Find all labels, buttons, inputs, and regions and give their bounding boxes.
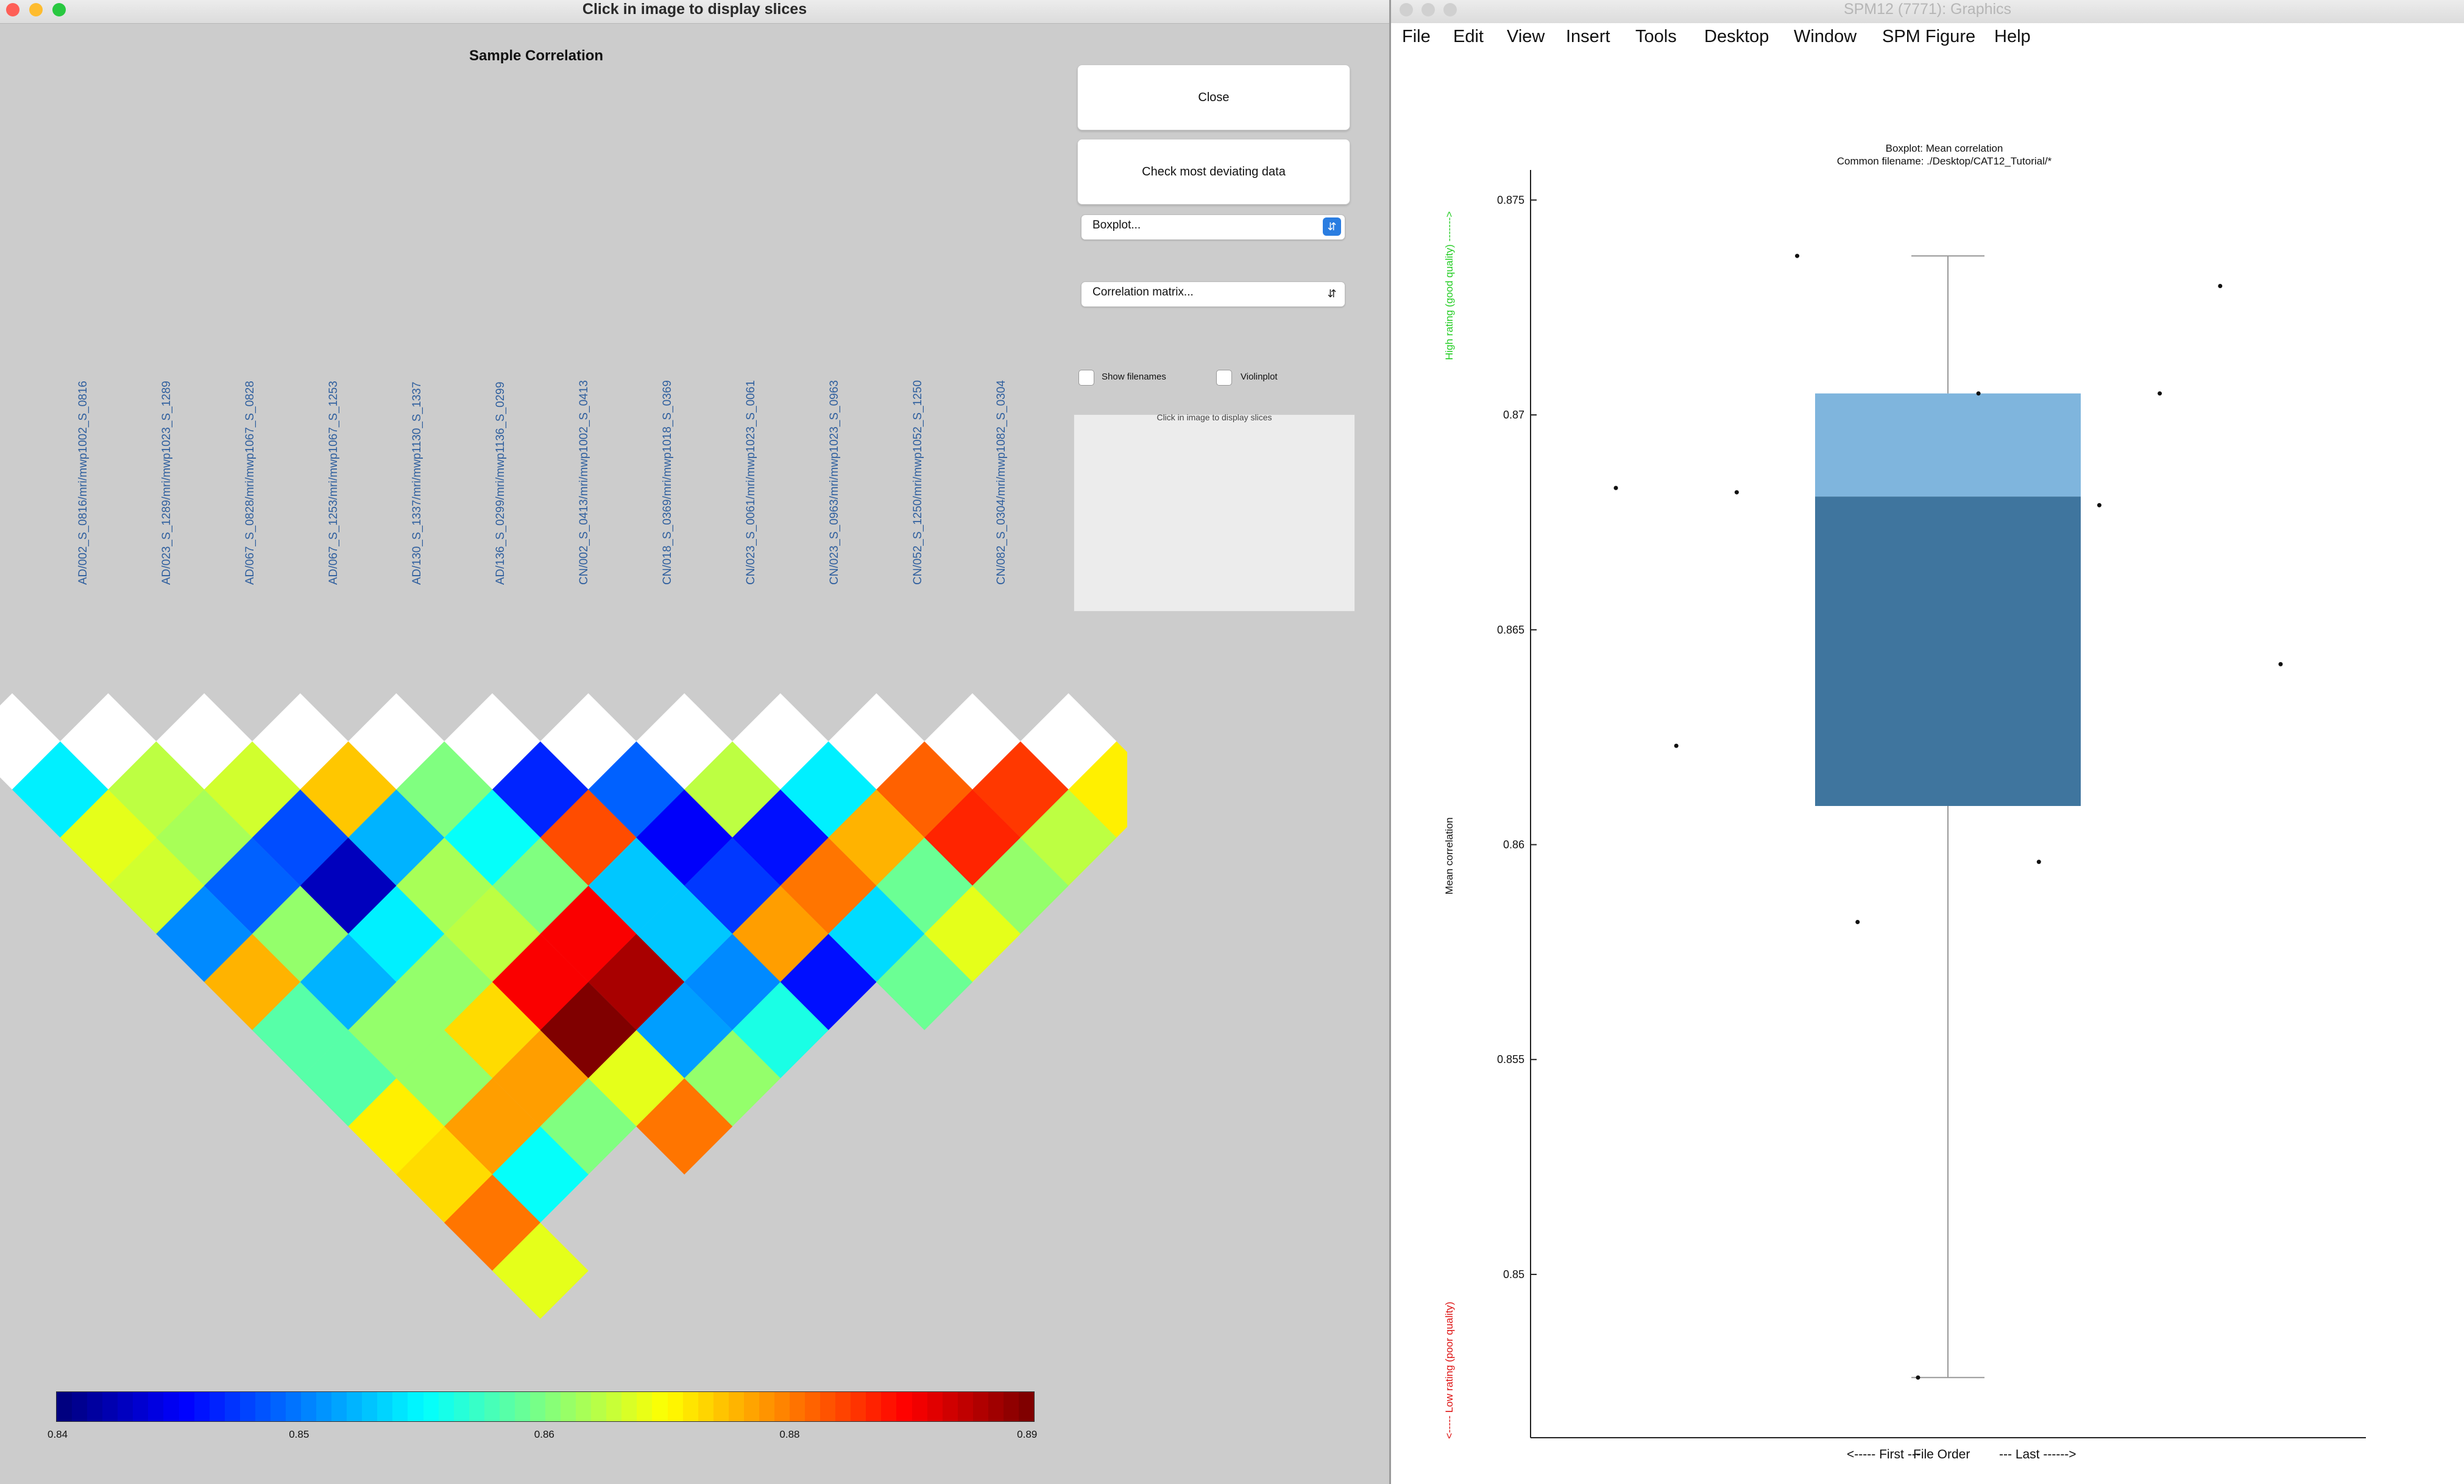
filename-label: AD/136_S_0299/mri/mwp1136_S_0299 — [494, 381, 507, 585]
menu-tools[interactable]: Tools — [1635, 27, 1677, 46]
menu-file[interactable]: File — [1402, 27, 1431, 46]
menu-help[interactable]: Help — [1994, 27, 2031, 46]
data-point — [1613, 486, 1618, 490]
violinplot-label: Violinplot — [1241, 372, 1278, 382]
menu-desktop[interactable]: Desktop — [1704, 27, 1769, 46]
plot-type-value: Boxplot... — [1092, 219, 1141, 231]
filename-label: CN/023_S_0061/mri/mwp1023_S_0061 — [745, 380, 757, 585]
zoom-window-icon[interactable] — [52, 3, 66, 16]
menu-view[interactable]: View — [1507, 27, 1545, 46]
matrix-diagonal-cell[interactable] — [0, 693, 60, 790]
data-point — [2097, 503, 2101, 507]
colorbar-tick-label: 0.84 — [48, 1429, 68, 1440]
box-lower-quartile — [1815, 496, 2081, 807]
poor-quality-label: <----- Low rating (poor quality) — [1443, 1302, 1455, 1439]
data-point — [1734, 490, 1739, 495]
check-deviating-data-button[interactable]: Check most deviating data — [1077, 139, 1350, 205]
matrix-cell[interactable] — [636, 1078, 733, 1175]
boxplot-chart: Boxplot: Mean correlation Common filenam… — [1443, 143, 2366, 1461]
violinplot-checkbox[interactable] — [1216, 370, 1232, 386]
colorbar-tick-label: 0.88 — [779, 1429, 800, 1440]
data-point — [2278, 662, 2283, 666]
y-tick-label: 0.85 — [1503, 1268, 1524, 1281]
filename-label: AD/067_S_0828/mri/mwp1067_S_0828 — [244, 381, 257, 585]
data-point — [1795, 253, 1800, 258]
filename-label: CN/082_S_0304/mri/mwp1082_S_0304 — [995, 380, 1008, 585]
x-label-file-order: File Order — [1913, 1447, 1970, 1461]
plot-type-dropdown[interactable]: Boxplot... ⇵ — [1081, 214, 1345, 240]
data-point — [1916, 1375, 1921, 1380]
show-filenames-checkbox[interactable] — [1078, 370, 1094, 386]
colorbar-tick-label: 0.86 — [534, 1429, 554, 1440]
chart-title: Boxplot: Mean correlation — [1886, 143, 2003, 154]
colorbar-tick-label: 0.85 — [289, 1429, 310, 1440]
matrix-cell[interactable] — [492, 1223, 589, 1319]
filename-label: CN/023_S_0963/mri/mwp1023_S_0963 — [828, 380, 841, 585]
filename-label: CN/002_S_0413/mri/mwp1002_S_0413 — [578, 380, 590, 585]
minimize-window-icon[interactable] — [29, 3, 43, 16]
close-window-icon[interactable] — [6, 3, 19, 16]
slice-preview-panel[interactable]: Click in image to display slices — [1074, 412, 1355, 612]
matrix-cell[interactable] — [876, 934, 973, 1030]
zoom-window-icon[interactable] — [1443, 3, 1457, 16]
filename-label: AD/023_S_1289/mri/mwp1023_S_1289 — [160, 381, 173, 585]
colorbar — [56, 1391, 1035, 1422]
right-titlebar: SPM12 (7771): Graphics — [1391, 0, 2464, 24]
window-title: Click in image to display slices — [582, 1, 807, 18]
minimize-window-icon[interactable] — [1421, 3, 1435, 16]
show-filenames-label: Show filenames — [1102, 372, 1166, 382]
filename-label: CN/018_S_0369/mri/mwp1018_S_0369 — [661, 380, 674, 585]
menu-spm-figure[interactable]: SPM Figure — [1882, 27, 1976, 46]
y-axis-label: Mean correlation — [1443, 818, 1455, 895]
y-tick-label: 0.855 — [1497, 1053, 1524, 1065]
chevron-updown-icon: ⇵ — [1327, 287, 1337, 300]
menu-window[interactable]: Window — [1794, 27, 1857, 46]
filename-label: AD/002_S_0816/mri/mwp1002_S_0816 — [77, 381, 90, 585]
view-type-value: Correlation matrix... — [1092, 286, 1194, 299]
menu-insert[interactable]: Insert — [1566, 27, 1610, 46]
good-quality-label: High rating (good quality) -------> — [1443, 211, 1455, 360]
y-tick-label: 0.87 — [1503, 409, 1524, 421]
data-point — [1976, 391, 1981, 396]
chart-subtitle: Common filename: ./Desktop/CAT12_Tutoria… — [1837, 155, 2052, 167]
data-point — [1855, 919, 1860, 924]
panel-title: Sample Correlation — [469, 48, 604, 64]
y-tick-label: 0.865 — [1497, 624, 1524, 636]
menu-edit[interactable]: Edit — [1453, 27, 1484, 46]
colorbar-tick-label: 0.89 — [1017, 1429, 1038, 1440]
close-button[interactable]: Close — [1077, 65, 1350, 130]
x-label-first: <----- First --- — [1847, 1447, 1921, 1461]
y-tick-label: 0.875 — [1497, 194, 1524, 206]
y-tick-label: 0.86 — [1503, 839, 1524, 851]
filename-label: AD/067_S_1253/mri/mwp1067_S_1253 — [327, 381, 340, 585]
filename-label: AD/130_S_1337/mri/mwp1130_S_1337 — [411, 381, 423, 585]
preview-hint: Click in image to display slices — [1156, 412, 1272, 422]
filename-label: CN/052_S_1250/mri/mwp1052_S_1250 — [912, 380, 924, 585]
window-divider — [1389, 0, 1391, 1484]
data-point — [2218, 283, 2223, 288]
x-label-last: --- Last ------> — [1999, 1447, 2076, 1461]
window-title: SPM12 (7771): Graphics — [1843, 1, 2012, 18]
correlation-matrix[interactable] — [0, 688, 1127, 1328]
close-window-icon[interactable] — [1400, 3, 1413, 16]
data-point — [2158, 391, 2162, 396]
box-upper-quartile — [1815, 393, 2081, 497]
matrix-cell[interactable] — [1068, 741, 1127, 838]
data-point — [1674, 743, 1679, 748]
menu-bar: File Edit View Insert Tools Desktop Wind… — [1391, 23, 2464, 52]
data-point — [2036, 860, 2041, 864]
sample-correlation-window: Click in image to display slices Sample … — [0, 0, 1389, 1440]
left-titlebar: Click in image to display slices — [0, 0, 1389, 24]
view-type-dropdown[interactable]: Correlation matrix... ⇵ — [1081, 281, 1345, 307]
chevron-updown-icon: ⇵ — [1323, 217, 1341, 236]
